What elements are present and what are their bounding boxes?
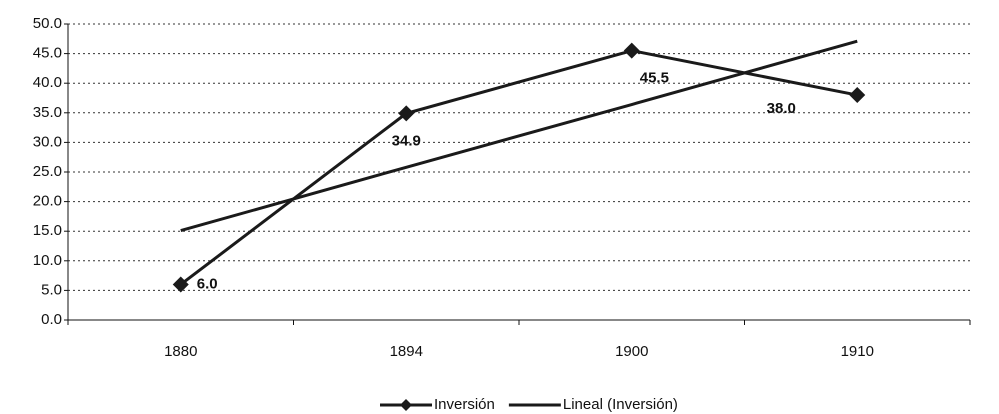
y-tick-label: 15.0 — [33, 222, 62, 239]
data-label: 34.9 — [392, 132, 421, 149]
data-label: 45.5 — [640, 70, 669, 87]
data-label: 6.0 — [197, 275, 218, 292]
x-tick-label: 1910 — [841, 343, 874, 360]
y-tick-label: 50.0 — [33, 15, 62, 32]
data-label: 38.0 — [767, 100, 796, 117]
marker — [623, 42, 640, 59]
legend-label: Lineal (Inversión) — [563, 396, 678, 413]
marker — [849, 87, 866, 104]
y-tick-label: 20.0 — [33, 193, 62, 210]
y-tick-label: 45.0 — [33, 45, 62, 62]
series-line — [179, 49, 858, 286]
x-tick-label: 1900 — [615, 343, 648, 360]
marker — [172, 276, 189, 293]
y-tick-label: 10.0 — [33, 252, 62, 269]
y-tick-label: 5.0 — [41, 281, 62, 298]
y-tick-label: 25.0 — [33, 163, 62, 180]
y-tick-label: 35.0 — [33, 104, 62, 121]
legend-label: Inversión — [434, 396, 495, 413]
series-line — [180, 39, 858, 233]
legend-marker — [400, 399, 412, 411]
y-tick-label: 40.0 — [33, 74, 62, 91]
y-tick-label: 0.0 — [41, 311, 62, 328]
marker — [398, 105, 415, 122]
y-tick-label: 30.0 — [33, 133, 62, 150]
x-tick-label: 1894 — [390, 343, 423, 360]
x-tick-label: 1880 — [164, 343, 197, 360]
